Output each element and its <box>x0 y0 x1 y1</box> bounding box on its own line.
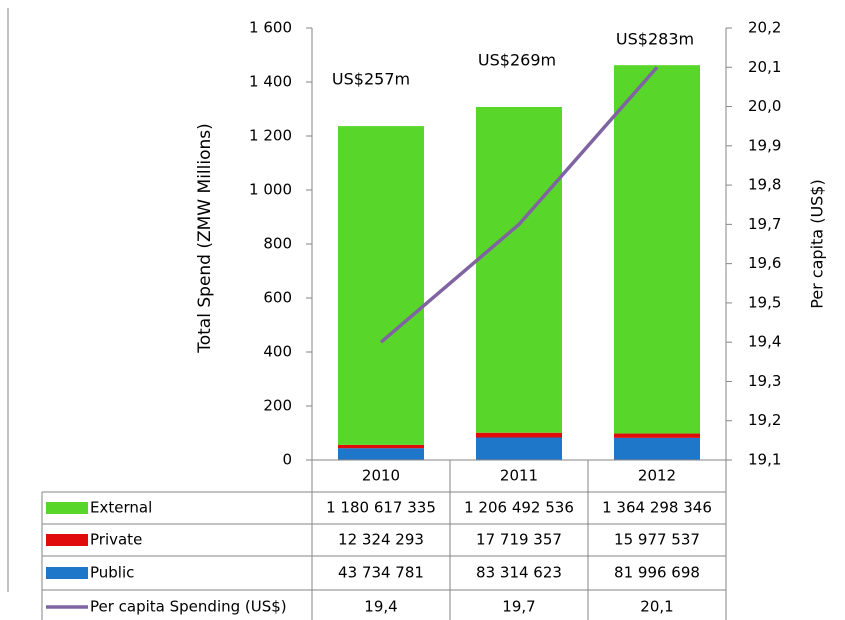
table-value: 12 324 293 <box>338 531 424 549</box>
legend-label: Per capita Spending (US$) <box>90 598 287 616</box>
table-value: 1 206 492 536 <box>464 499 574 517</box>
bar <box>614 437 700 460</box>
y-tick-label: 1 600 <box>249 19 292 37</box>
annotation: US$269m <box>478 50 556 69</box>
y2-tick-label: 19,8 <box>748 176 781 194</box>
legend-label: Public <box>90 564 134 582</box>
y-tick-label: 1 200 <box>249 127 292 145</box>
table-value: 83 314 623 <box>476 564 562 582</box>
y2-tick-label: 20,0 <box>748 97 781 115</box>
table-value: 1 180 617 335 <box>326 499 436 517</box>
y2-tick-label: 19,1 <box>748 451 781 469</box>
bar <box>614 65 700 434</box>
legend-swatch <box>46 534 88 546</box>
y2-tick-label: 19,4 <box>748 333 781 351</box>
table-value: 19,4 <box>364 598 397 616</box>
legend-swatch <box>46 502 88 514</box>
line-series <box>379 66 659 344</box>
y2-tick-label: 19,3 <box>748 372 781 390</box>
y-tick-label: 1 400 <box>249 73 292 91</box>
y-tick-label: 800 <box>263 235 292 253</box>
legend-label: External <box>90 499 152 517</box>
bar <box>338 448 424 460</box>
bar <box>338 126 424 445</box>
legend-label: Private <box>90 531 142 549</box>
y-tick-label: 600 <box>263 289 292 307</box>
bar <box>614 433 700 438</box>
table-value: 19,7 <box>502 598 535 616</box>
table-value: 1 364 298 346 <box>602 499 712 517</box>
y2-tick-label: 19,9 <box>748 136 781 154</box>
category-label: 2010 <box>362 467 400 485</box>
y2-tick-label: 19,7 <box>748 215 781 233</box>
y2-tick-label: 19,2 <box>748 411 781 429</box>
table-value: 17 719 357 <box>476 531 562 549</box>
category-label: 2011 <box>500 467 538 485</box>
y2-tick-label: 20,1 <box>748 58 781 76</box>
y-tick-label: 0 <box>282 451 292 469</box>
bar <box>476 432 562 438</box>
y2-tick-label: 20,2 <box>748 19 781 37</box>
y-axis-label: Total Spend (ZMW Millions) <box>195 123 215 354</box>
y-tick-label: 400 <box>263 343 292 361</box>
category-label: 2012 <box>638 467 676 485</box>
bar <box>476 437 562 460</box>
y2-tick-label: 19,5 <box>748 293 781 311</box>
y-tick-label: 200 <box>263 397 292 415</box>
y-tick-label: 1 000 <box>249 181 292 199</box>
table-value: 81 996 698 <box>614 564 700 582</box>
y2-axis-label: Per capita (US$) <box>808 179 827 308</box>
annotation: US$257m <box>332 70 410 89</box>
table-value: 15 977 537 <box>614 531 700 549</box>
annotation: US$283m <box>616 30 694 49</box>
table-value: 43 734 781 <box>338 564 424 582</box>
y2-tick-label: 19,6 <box>748 254 781 272</box>
legend-swatch <box>46 567 88 579</box>
bar <box>338 444 424 449</box>
table-value: 20,1 <box>640 598 673 616</box>
bar <box>476 106 562 433</box>
